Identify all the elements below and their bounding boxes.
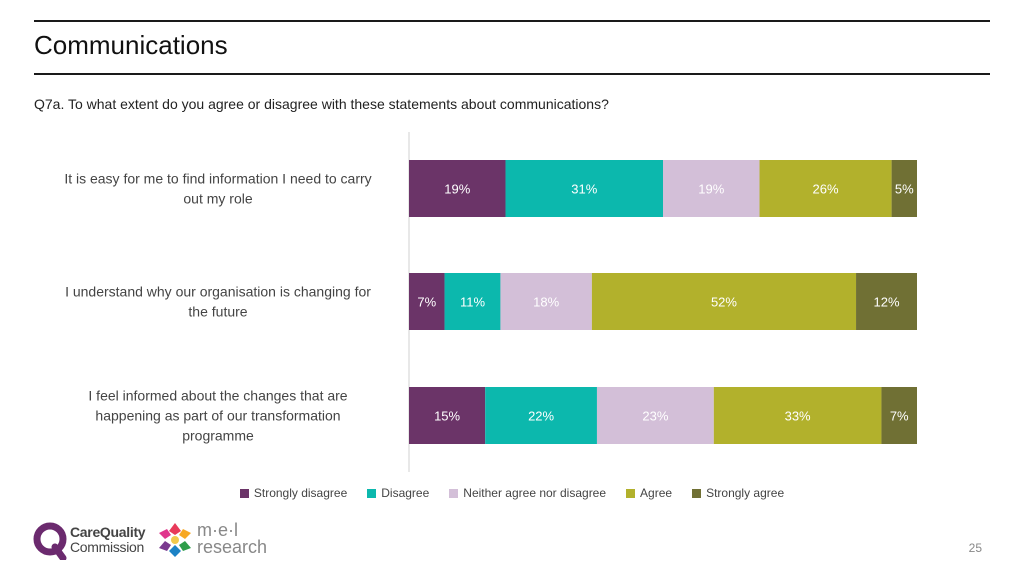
legend-neither: Neither agree nor disagree [449, 486, 606, 500]
legend-disagree: Disagree [367, 486, 429, 500]
legend-swatch-agree [626, 488, 636, 498]
bar-segment [759, 160, 892, 217]
data-label: 26% [813, 182, 839, 197]
legend-strongly-disagree: Strongly disagree [239, 486, 348, 500]
data-label: 12% [874, 295, 900, 310]
legend-swatch-neither [449, 488, 459, 498]
category-label-line: happening as part of our transformation [95, 408, 340, 424]
bar-segment [596, 387, 714, 444]
question-text: Q7a. To what extent do you agree or disa… [34, 96, 609, 112]
data-label: 33% [785, 409, 811, 424]
bar-segment [409, 273, 445, 330]
data-label: 15% [434, 409, 460, 424]
category-label-line: the future [188, 304, 247, 320]
data-label: 5% [895, 182, 914, 197]
data-label: 7% [890, 409, 909, 424]
bar-segment [856, 273, 917, 330]
category-label: I feel informed about the changes that a… [88, 388, 347, 444]
cqc-q-mark [33, 522, 67, 562]
cqc-logo: CareQuality Commission [33, 522, 146, 565]
data-label: 18% [533, 295, 559, 310]
data-label: 19% [444, 182, 470, 197]
cqc-logo-line-2: Commission [70, 539, 145, 555]
page-number: 25 [968, 541, 982, 555]
mel-research-logo: m·e·l research [157, 521, 267, 564]
legend-label-disagree: Disagree [381, 486, 430, 500]
data-label: 52% [711, 295, 737, 310]
cqc-logo-line-1: CareQuality [70, 524, 146, 540]
mel-logo-line-2: research [197, 537, 268, 557]
bar-segment [891, 160, 917, 217]
bar-segment [500, 273, 592, 330]
category-label-line: out my role [183, 191, 252, 207]
chart-legend: Strongly disagree Disagree Neither agree… [0, 486, 1024, 500]
legend-label-strongly-agree: Strongly agree [706, 486, 785, 500]
legend-label-strongly-disagree: Strongly disagree [253, 486, 348, 500]
data-label: 19% [698, 182, 724, 197]
bar-segment [713, 387, 882, 444]
legend-swatch-strongly-agree [692, 488, 702, 498]
bar-segment [444, 273, 501, 330]
data-label: 7% [417, 295, 436, 310]
category-label-line: I understand why our organisation is cha… [65, 284, 371, 300]
data-label: 31% [571, 182, 597, 197]
page-title: Communications [34, 30, 228, 60]
data-label: 23% [642, 409, 668, 424]
category-label: It is easy for me to find information I … [64, 171, 371, 207]
top-rule [34, 20, 990, 22]
bar-segment [663, 160, 760, 217]
legend-swatch-disagree [367, 488, 377, 498]
bar-segment [409, 387, 486, 444]
category-label-line: I feel informed about the changes that a… [88, 388, 347, 404]
data-label: 11% [460, 295, 485, 310]
legend-strongly-agree: Strongly agree [692, 486, 784, 500]
legend-label-agree: Agree [640, 486, 673, 500]
cqc-logo-text: CareQuality Commission [70, 524, 146, 555]
category-label-line: It is easy for me to find information I … [64, 171, 371, 187]
mel-logo-text: m·e·l research [197, 520, 268, 557]
bar-segment [591, 273, 857, 330]
legend-swatch-strongly-disagree [239, 488, 249, 498]
title-underline [34, 73, 990, 75]
category-label-line: programme [182, 428, 254, 444]
category-label: I understand why our organisation is cha… [65, 284, 371, 320]
legend-agree: Agree [626, 486, 672, 500]
bar-segment [409, 160, 506, 217]
bar-segment [881, 387, 917, 444]
mel-logo-line-1: m·e·l [197, 520, 238, 540]
bar-segment [505, 160, 663, 217]
data-label: 22% [528, 409, 554, 424]
stacked-bar-chart: It is easy for me to find information I … [64, 132, 917, 472]
bar-segment [485, 387, 597, 444]
mel-flower-mark [159, 523, 191, 557]
legend-label-neither: Neither agree nor disagree [463, 486, 607, 500]
